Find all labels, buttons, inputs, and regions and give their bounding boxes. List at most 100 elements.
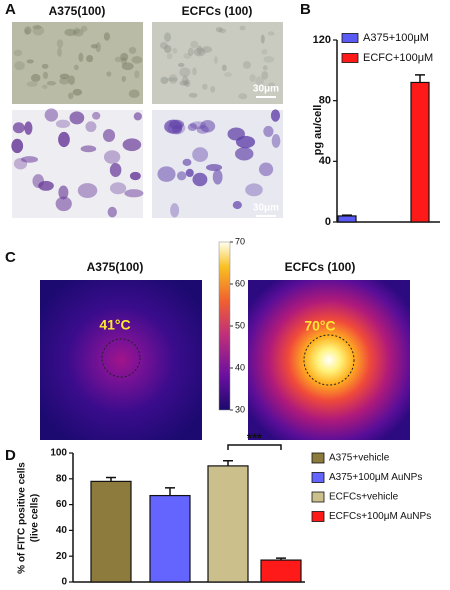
- cell: [170, 203, 180, 218]
- cell: [32, 25, 45, 36]
- cell: [42, 84, 48, 89]
- cell: [103, 150, 121, 164]
- cell: [69, 111, 85, 125]
- cell: [192, 172, 208, 187]
- cell: [107, 206, 117, 218]
- cell: [44, 108, 59, 122]
- cell: [179, 67, 191, 78]
- cell: [185, 168, 194, 178]
- cell: [109, 162, 122, 178]
- cell: [32, 24, 42, 30]
- colorbar-tick-label: 50: [235, 320, 245, 330]
- legend-label: ECFCs+vehicle: [329, 492, 399, 503]
- cell: [12, 122, 25, 134]
- cell: [133, 112, 142, 121]
- legend-swatch: [341, 53, 359, 63]
- cell: [86, 55, 94, 63]
- cell: [24, 29, 30, 35]
- cell: [187, 47, 194, 57]
- micrograph: [152, 22, 283, 104]
- cell: [262, 65, 268, 71]
- colorbar-tick-label: 70: [235, 236, 245, 246]
- cell: [255, 76, 264, 86]
- panel-label: A: [5, 1, 16, 18]
- cell: [41, 63, 49, 69]
- panel-label: C: [5, 249, 16, 266]
- micrographs: [11, 22, 283, 218]
- panel-label: D: [5, 447, 16, 464]
- cell: [13, 49, 23, 57]
- scale-label: 30μm: [253, 84, 279, 95]
- cell: [32, 174, 44, 189]
- legend-swatch: [311, 491, 325, 503]
- roi: [303, 334, 355, 386]
- y-tick-label: 40: [319, 155, 331, 167]
- cell: [26, 59, 34, 64]
- cell: [164, 32, 172, 42]
- cell: [55, 119, 71, 129]
- y-tick-label: 20: [56, 551, 68, 562]
- colorbar-tick-label: 40: [235, 362, 245, 372]
- cell: [24, 121, 33, 135]
- cell: [221, 64, 227, 72]
- cell: [72, 88, 83, 96]
- cell: [263, 56, 275, 63]
- significance-label: ***: [247, 430, 263, 445]
- cell: [192, 147, 209, 162]
- cell: [90, 44, 98, 49]
- legend-label: ECFC+100μM: [363, 52, 433, 64]
- cell: [26, 81, 38, 87]
- cell: [128, 46, 137, 54]
- cell: [271, 134, 281, 148]
- cell: [270, 109, 281, 122]
- cell: [263, 125, 274, 137]
- cell: [95, 42, 101, 53]
- cell: [59, 73, 70, 80]
- cell: [122, 138, 142, 152]
- panel-title: A375(100): [49, 4, 106, 18]
- y-axis-label: % of FITC positive cells: [17, 462, 28, 574]
- cell: [73, 27, 80, 35]
- cell: [166, 52, 173, 60]
- cell: [85, 121, 97, 133]
- y-tick-label: 60: [56, 499, 68, 510]
- y-tick-label: 120: [313, 34, 331, 46]
- cell: [67, 92, 74, 100]
- y-tick-label: 80: [319, 95, 331, 107]
- legend-swatch: [311, 511, 325, 522]
- cell: [176, 171, 187, 181]
- colorbar: [218, 241, 231, 411]
- cell: [24, 26, 32, 35]
- cell: [56, 39, 64, 48]
- cell: [245, 183, 263, 197]
- cell: [134, 70, 140, 79]
- cell: [238, 93, 248, 100]
- cell: [30, 73, 41, 82]
- cell: [197, 45, 203, 55]
- cell: [120, 52, 129, 62]
- cell: [223, 72, 232, 77]
- roi: [101, 338, 141, 378]
- y-axis-label: (live cells): [30, 494, 41, 542]
- cell: [193, 47, 206, 57]
- cell: [103, 32, 110, 41]
- cell: [172, 47, 178, 54]
- panel-title: A375(100): [87, 260, 144, 274]
- cell: [55, 196, 72, 212]
- cell: [80, 145, 97, 153]
- cell: [163, 44, 172, 53]
- cell: [166, 77, 178, 82]
- heatmap: [40, 280, 202, 440]
- cell: [182, 158, 192, 166]
- cell: [184, 79, 191, 88]
- significance-bracket: [227, 444, 282, 450]
- cell: [234, 147, 254, 161]
- cell: [205, 164, 223, 171]
- cell: [64, 28, 77, 37]
- legend-label: ECFCs+100μM AuNPs: [329, 511, 431, 522]
- cell: [242, 61, 252, 69]
- cell: [192, 67, 197, 76]
- cell: [267, 82, 276, 88]
- bar: [410, 81, 430, 223]
- cell: [232, 201, 242, 210]
